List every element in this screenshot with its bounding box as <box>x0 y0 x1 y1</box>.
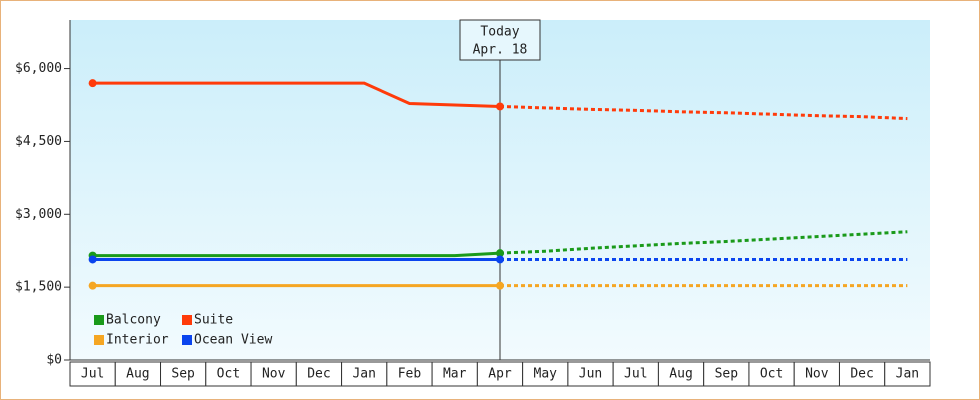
x-tick-box <box>341 361 388 387</box>
x-tick-box <box>793 361 840 387</box>
point <box>88 79 97 88</box>
x-tick-label: Sep <box>171 367 195 382</box>
point <box>496 249 504 258</box>
history-line <box>92 251 501 258</box>
x-tick-label: Feb <box>398 367 422 382</box>
x-tick-label: Aug <box>669 367 692 382</box>
point <box>88 255 97 264</box>
legend-swatch <box>182 315 192 325</box>
x-tick-box <box>69 361 116 387</box>
today-box <box>459 19 541 61</box>
today-date: Apr. 18 <box>473 43 528 58</box>
x-tick-box <box>884 361 931 387</box>
x-tick-box <box>838 361 886 387</box>
y-tick-label: $1,500 <box>15 280 62 295</box>
x-tick-box <box>476 361 524 387</box>
x-tick-label: Apr <box>488 367 512 382</box>
x-tick-box <box>250 361 297 387</box>
x-tick-box <box>386 361 433 387</box>
x-tick-box <box>205 361 252 387</box>
x-tick-label: Jan <box>352 367 375 382</box>
legend-label: Ocean View <box>194 333 272 348</box>
x-tick-box <box>703 361 750 387</box>
y-tick-label: $6,000 <box>15 61 62 76</box>
x-tick-label: May <box>534 367 558 382</box>
x-tick-label: Jul <box>81 367 104 382</box>
point <box>496 255 504 264</box>
x-tick-label: Oct <box>217 367 240 382</box>
point <box>88 281 97 290</box>
x-tick-box <box>657 361 705 387</box>
x-tick-label: Nov <box>805 367 829 382</box>
legend-swatch <box>182 335 192 345</box>
legend-label: Balcony <box>106 313 161 328</box>
x-tick-box <box>295 361 343 387</box>
x-tick-label: Jan <box>896 367 919 382</box>
point <box>496 281 504 290</box>
x-tick-box <box>160 361 207 387</box>
x-tick-label: Oct <box>760 367 783 382</box>
x-tick-label: Nov <box>262 367 286 382</box>
x-tick-label: Mar <box>443 367 467 382</box>
x-tick-label: Jun <box>579 367 602 382</box>
history-line <box>92 81 501 108</box>
y-tick-label: $0 <box>46 353 62 368</box>
forecast-line <box>499 104 908 121</box>
x-tick-box <box>748 361 795 387</box>
x-tick-label: Dec <box>850 367 873 382</box>
y-tick-label: $4,500 <box>15 134 62 149</box>
legend-swatch <box>94 335 104 345</box>
legend-label: Suite <box>194 313 233 328</box>
x-tick-label: Jul <box>624 367 647 382</box>
x-tick-label: Aug <box>126 367 149 382</box>
x-tick-box <box>114 361 162 387</box>
legend-swatch <box>94 315 104 325</box>
y-tick-label: $3,000 <box>15 207 62 222</box>
x-tick-label: Sep <box>715 367 739 382</box>
x-tick-label: Dec <box>307 367 330 382</box>
x-tick-box <box>612 361 659 387</box>
legend-label: Interior <box>106 333 169 348</box>
forecast-line <box>499 230 908 255</box>
x-tick-box <box>431 361 478 387</box>
today-label: Today <box>480 25 519 40</box>
point <box>496 102 504 111</box>
